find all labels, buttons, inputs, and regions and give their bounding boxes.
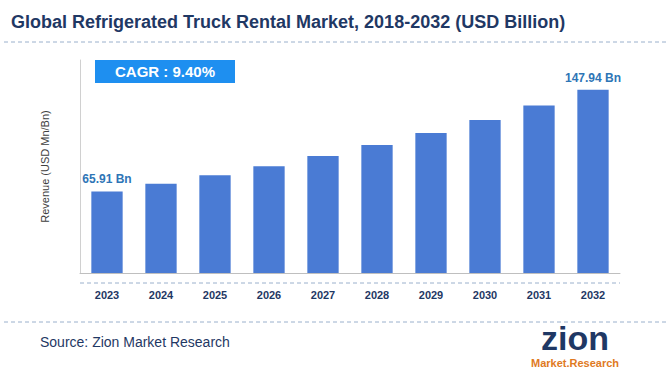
svg-text:zion: zion [541,319,609,357]
svg-text:Revenue (USD Mn/Bn): Revenue (USD Mn/Bn) [39,110,51,223]
svg-text:2027: 2027 [311,289,335,301]
svg-text:2023: 2023 [95,289,119,301]
svg-text:2030: 2030 [473,289,497,301]
svg-text:Market.Research: Market.Research [531,357,619,369]
svg-text:2028: 2028 [365,289,389,301]
svg-text:147.94 Bn: 147.94 Bn [565,71,621,85]
svg-text:2031: 2031 [527,289,551,301]
svg-text:2032: 2032 [581,289,605,301]
svg-text:65.91 Bn: 65.91 Bn [82,172,131,186]
svg-text:CAGR : 9.40%: CAGR : 9.40% [115,63,215,80]
svg-text:Global Refrigerated Truck Rent: Global Refrigerated Truck Rental Market,… [11,12,565,32]
svg-text:2025: 2025 [203,289,227,301]
svg-text:2029: 2029 [419,289,443,301]
svg-text:2026: 2026 [257,289,281,301]
svg-text:2024: 2024 [149,289,174,301]
svg-text:Source: Zion Market Research: Source: Zion Market Research [40,334,230,350]
